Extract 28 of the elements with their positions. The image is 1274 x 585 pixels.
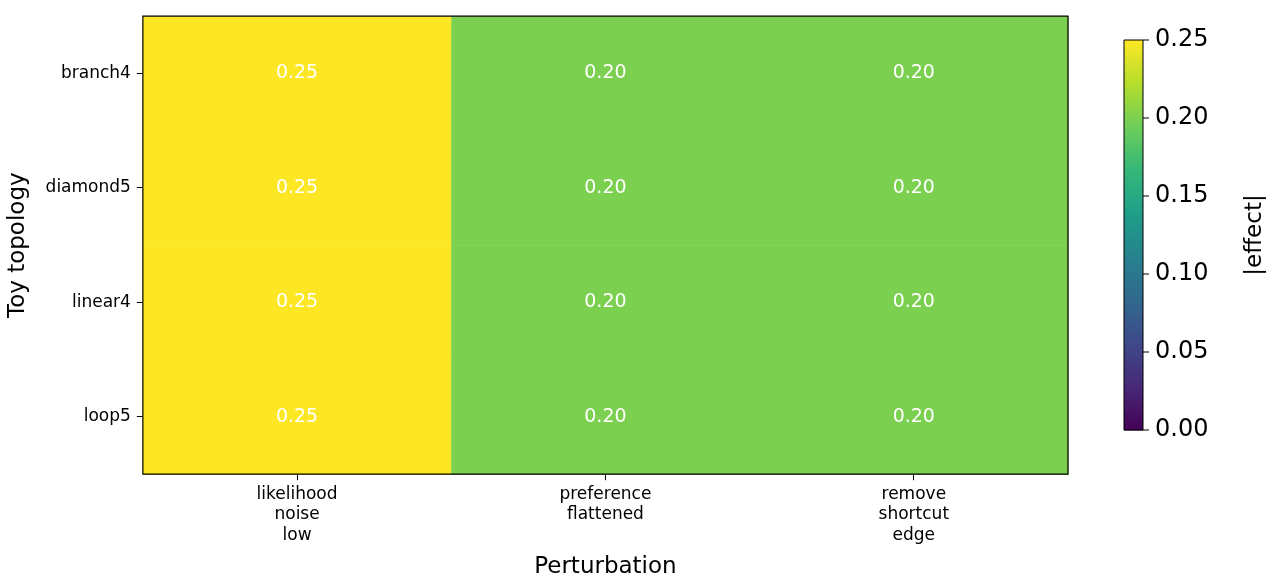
- data-label: 0.25: [275, 403, 319, 426]
- color-bar-title: |effect|: [1239, 194, 1266, 276]
- data-label: 0.20: [584, 174, 627, 197]
- x-axis-title: Perturbation: [534, 552, 677, 579]
- data-label: 0.25: [275, 289, 319, 312]
- color-bar-label: 0.15: [1155, 180, 1209, 209]
- color-bar-label: 0.00: [1155, 414, 1209, 443]
- data-label: 0.25: [275, 174, 319, 197]
- color-bar-label: 0.05: [1155, 336, 1209, 365]
- y-tick-label: linear4: [71, 290, 131, 311]
- color-bar-label: 0.20: [1155, 102, 1209, 131]
- data-label: 0.20: [584, 403, 627, 426]
- color-bar-label: 0.10: [1155, 258, 1209, 287]
- y-tick-label: branch4: [60, 61, 131, 82]
- data-label: 0.20: [584, 60, 627, 83]
- color-bar-label: 0.25: [1155, 24, 1209, 53]
- x-tick-label: likelihood noise low: [256, 482, 338, 544]
- y-axis-title: Toy topology: [2, 172, 29, 319]
- y-tick-label: loop5: [83, 405, 131, 426]
- data-label: 0.20: [892, 289, 935, 312]
- x-tick-label: preference flattened: [559, 482, 652, 524]
- data-label: 0.20: [892, 403, 935, 426]
- data-label: 0.20: [584, 289, 627, 312]
- data-label: 0.20: [892, 174, 935, 197]
- data-label: 0.25: [275, 60, 319, 83]
- x-tick-label: remove shortcut edge: [878, 482, 950, 544]
- y-tick-label: diamond5: [45, 176, 131, 197]
- data-label: 0.20: [892, 60, 935, 83]
